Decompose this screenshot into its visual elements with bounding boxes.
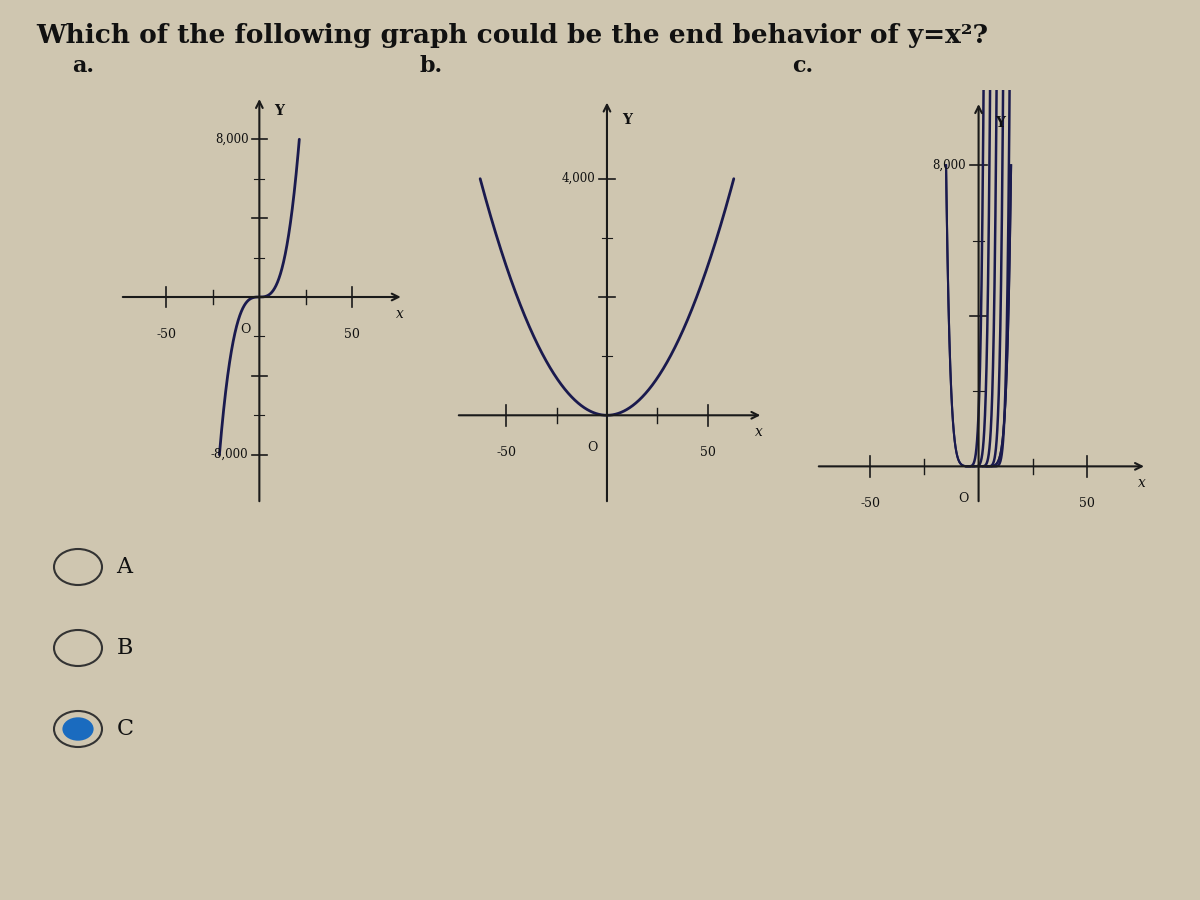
Text: 50: 50 [1079,498,1094,510]
Text: -50: -50 [156,328,176,341]
Text: 50: 50 [344,328,360,341]
Text: 50: 50 [700,446,715,459]
Text: O: O [240,323,251,336]
Text: Y: Y [274,104,283,119]
Text: Which of the following graph could be the end behavior of y=x²?: Which of the following graph could be th… [36,22,988,48]
Text: a.: a. [72,55,94,77]
Text: Y: Y [995,116,1006,130]
Text: x: x [1138,476,1146,490]
Text: C: C [116,718,133,740]
Text: x: x [396,307,404,320]
Text: -50: -50 [860,498,880,510]
Text: 8,000: 8,000 [932,158,966,172]
Text: x: x [755,425,763,439]
Text: O: O [958,492,968,505]
Text: Y: Y [623,112,632,127]
Text: c.: c. [792,55,814,77]
Text: -8,000: -8,000 [211,448,248,461]
Text: B: B [116,637,133,659]
Text: -50: -50 [497,446,516,459]
Text: O: O [587,441,598,454]
Text: 4,000: 4,000 [562,172,595,185]
Text: b.: b. [420,55,443,77]
Text: 8,000: 8,000 [215,133,248,146]
Text: A: A [116,556,132,578]
